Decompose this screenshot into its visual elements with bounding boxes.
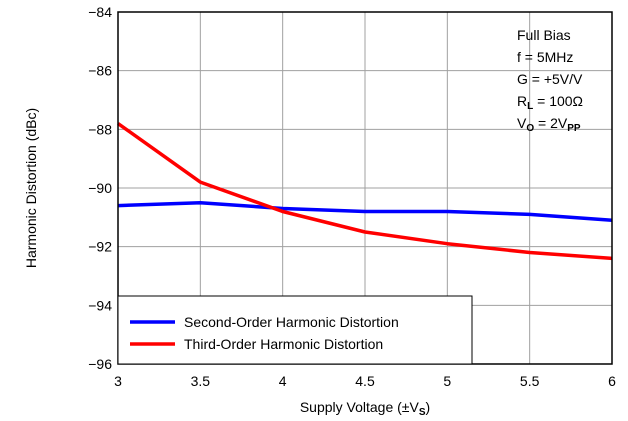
y-tick-label: −94 <box>88 297 112 313</box>
annotation-line: Full Bias <box>517 27 571 43</box>
x-tick-label: 6 <box>608 373 616 389</box>
legend-label: Second-Order Harmonic Distortion <box>184 314 399 330</box>
annotation-line: G = +5V/V <box>517 71 583 87</box>
y-tick-label: −86 <box>88 63 112 79</box>
x-tick-label: 5 <box>443 373 451 389</box>
x-tick-label: 3.5 <box>191 373 211 389</box>
x-tick-label: 4.5 <box>355 373 375 389</box>
y-tick-label: −84 <box>88 4 112 20</box>
condition-annotation: Full Bias f = 5MHz G = +5V/V RL = 100Ω VO = … <box>517 27 583 134</box>
x-tick-label: 5.5 <box>520 373 540 389</box>
y-tick-labels: −96 −94 −92 −90 −88 −86 −84 <box>88 4 112 372</box>
annotation-line: RL = 100Ω <box>517 93 583 112</box>
series-lines <box>116 122 613 261</box>
annotation-line: VO = 2VPP <box>517 115 581 134</box>
x-tick-labels: 3 3.5 4 4.5 5 5.5 6 <box>114 373 616 389</box>
x-tick-label: 4 <box>279 373 287 389</box>
legend-box <box>117 295 473 365</box>
series-line-third-order <box>116 122 613 261</box>
annotation-line: f = 5MHz <box>517 49 573 65</box>
x-axis-title: Supply Voltage (±VS) <box>300 399 430 418</box>
y-tick-label: −88 <box>88 121 112 137</box>
y-tick-label: −92 <box>88 239 112 255</box>
series-line-second-order <box>117 200 613 223</box>
y-axis-title: Harmonic Distortion (dBc) <box>23 108 39 268</box>
y-tick-label: −96 <box>88 356 112 372</box>
legend-label: Third-Order Harmonic Distortion <box>184 336 383 352</box>
x-tick-label: 3 <box>114 373 122 389</box>
y-tick-label: −90 <box>88 180 112 196</box>
legend: Second-Order Harmonic Distortion Third-Or… <box>117 295 473 365</box>
